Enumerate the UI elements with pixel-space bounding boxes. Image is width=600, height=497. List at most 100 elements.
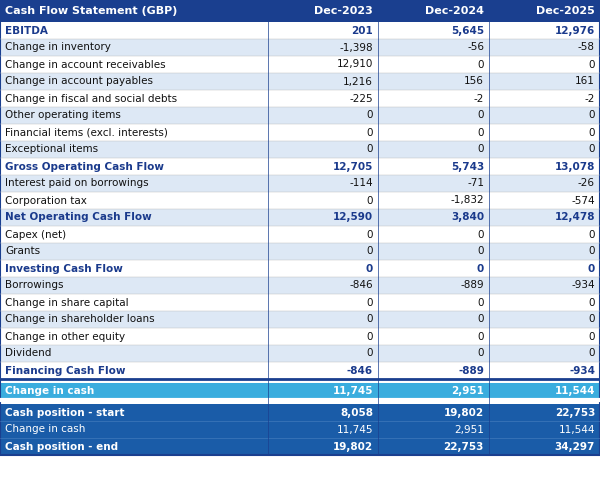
Text: 22,753: 22,753	[554, 408, 595, 417]
Text: -574: -574	[571, 195, 595, 205]
Text: Interest paid on borrowings: Interest paid on borrowings	[5, 178, 149, 188]
Text: 0: 0	[366, 263, 373, 273]
Text: Change in inventory: Change in inventory	[5, 43, 111, 53]
Text: 0: 0	[367, 128, 373, 138]
Text: 0: 0	[588, 263, 595, 273]
Text: Change in account payables: Change in account payables	[5, 77, 153, 86]
Text: 0: 0	[477, 263, 484, 273]
Text: 0: 0	[367, 331, 373, 341]
Text: 2,951: 2,951	[451, 387, 484, 397]
Text: Change in account receivables: Change in account receivables	[5, 60, 166, 70]
Text: 8,058: 8,058	[340, 408, 373, 417]
Text: 0: 0	[589, 348, 595, 358]
Bar	[0, 175, 600, 192]
Bar	[0, 124, 600, 141]
Text: -114: -114	[349, 178, 373, 188]
Text: -889: -889	[460, 280, 484, 291]
Text: -1,398: -1,398	[340, 43, 373, 53]
Text: 0: 0	[478, 247, 484, 256]
Text: 19,802: 19,802	[444, 408, 484, 417]
Text: 0: 0	[367, 145, 373, 155]
Text: 0: 0	[589, 145, 595, 155]
Text: 12,705: 12,705	[332, 162, 373, 171]
Bar	[0, 362, 600, 379]
Text: -1,832: -1,832	[451, 195, 484, 205]
Text: 0: 0	[589, 110, 595, 120]
Text: 1,216: 1,216	[343, 77, 373, 86]
Text: Investing Cash Flow: Investing Cash Flow	[5, 263, 123, 273]
Bar	[0, 226, 600, 243]
Text: -889: -889	[458, 365, 484, 376]
Text: Dec-2023: Dec-2023	[314, 6, 373, 16]
Bar	[0, 383, 600, 400]
Text: 11,745: 11,745	[332, 387, 373, 397]
Text: Capex (net): Capex (net)	[5, 230, 66, 240]
Text: 5,743: 5,743	[451, 162, 484, 171]
Text: 0: 0	[478, 110, 484, 120]
Text: -225: -225	[349, 93, 373, 103]
Text: 0: 0	[589, 128, 595, 138]
Text: Change in cash: Change in cash	[5, 424, 85, 434]
Bar	[0, 438, 600, 455]
Text: Net Operating Cash Flow: Net Operating Cash Flow	[5, 213, 152, 223]
Text: -934: -934	[571, 280, 595, 291]
Text: 0: 0	[478, 60, 484, 70]
Text: 34,297: 34,297	[554, 441, 595, 451]
Text: 11,745: 11,745	[337, 424, 373, 434]
Text: 0: 0	[478, 315, 484, 325]
Bar	[0, 328, 600, 345]
Text: 0: 0	[478, 348, 484, 358]
Bar	[0, 73, 600, 90]
Text: Dec-2024: Dec-2024	[425, 6, 484, 16]
Text: -71: -71	[467, 178, 484, 188]
Bar	[0, 192, 600, 209]
Text: Corporation tax: Corporation tax	[5, 195, 87, 205]
Text: 0: 0	[367, 110, 373, 120]
Text: Change in fiscal and social debts: Change in fiscal and social debts	[5, 93, 177, 103]
Bar	[0, 56, 600, 73]
Bar	[0, 277, 600, 294]
Text: Cash position - start: Cash position - start	[5, 408, 125, 417]
Text: Grants: Grants	[5, 247, 40, 256]
Bar	[0, 404, 600, 421]
Text: 201: 201	[351, 25, 373, 35]
Bar	[0, 345, 600, 362]
Text: Borrowings: Borrowings	[5, 280, 64, 291]
Text: 2,951: 2,951	[454, 424, 484, 434]
Text: -56: -56	[467, 43, 484, 53]
Text: 156: 156	[464, 77, 484, 86]
Text: 0: 0	[589, 331, 595, 341]
Text: EBITDA: EBITDA	[5, 25, 48, 35]
Text: 19,802: 19,802	[333, 441, 373, 451]
Text: 0: 0	[478, 145, 484, 155]
Text: 3,840: 3,840	[451, 213, 484, 223]
Text: Financing Cash Flow: Financing Cash Flow	[5, 365, 125, 376]
Text: 0: 0	[367, 247, 373, 256]
Text: 5,645: 5,645	[451, 25, 484, 35]
Text: 12,976: 12,976	[555, 25, 595, 35]
Text: -846: -846	[347, 365, 373, 376]
Text: -2: -2	[584, 93, 595, 103]
Bar	[0, 311, 600, 328]
Text: Financial items (excl. interests): Financial items (excl. interests)	[5, 128, 168, 138]
Text: Change in cash: Change in cash	[5, 387, 94, 397]
Text: 11,544: 11,544	[554, 387, 595, 397]
Bar	[0, 22, 600, 39]
Text: -26: -26	[578, 178, 595, 188]
Text: Change in share capital: Change in share capital	[5, 298, 128, 308]
Text: 13,078: 13,078	[554, 162, 595, 171]
Text: Change in other equity: Change in other equity	[5, 331, 125, 341]
Text: Gross Operating Cash Flow: Gross Operating Cash Flow	[5, 162, 164, 171]
Text: 0: 0	[589, 315, 595, 325]
Text: 12,478: 12,478	[554, 213, 595, 223]
Text: 0: 0	[367, 315, 373, 325]
Text: 0: 0	[478, 331, 484, 341]
Text: 0: 0	[589, 230, 595, 240]
Bar	[0, 243, 600, 260]
Bar	[0, 90, 600, 107]
Text: 11,544: 11,544	[559, 424, 595, 434]
Text: -58: -58	[578, 43, 595, 53]
Text: 0: 0	[589, 60, 595, 70]
Text: 12,910: 12,910	[337, 60, 373, 70]
Text: Other operating items: Other operating items	[5, 110, 121, 120]
